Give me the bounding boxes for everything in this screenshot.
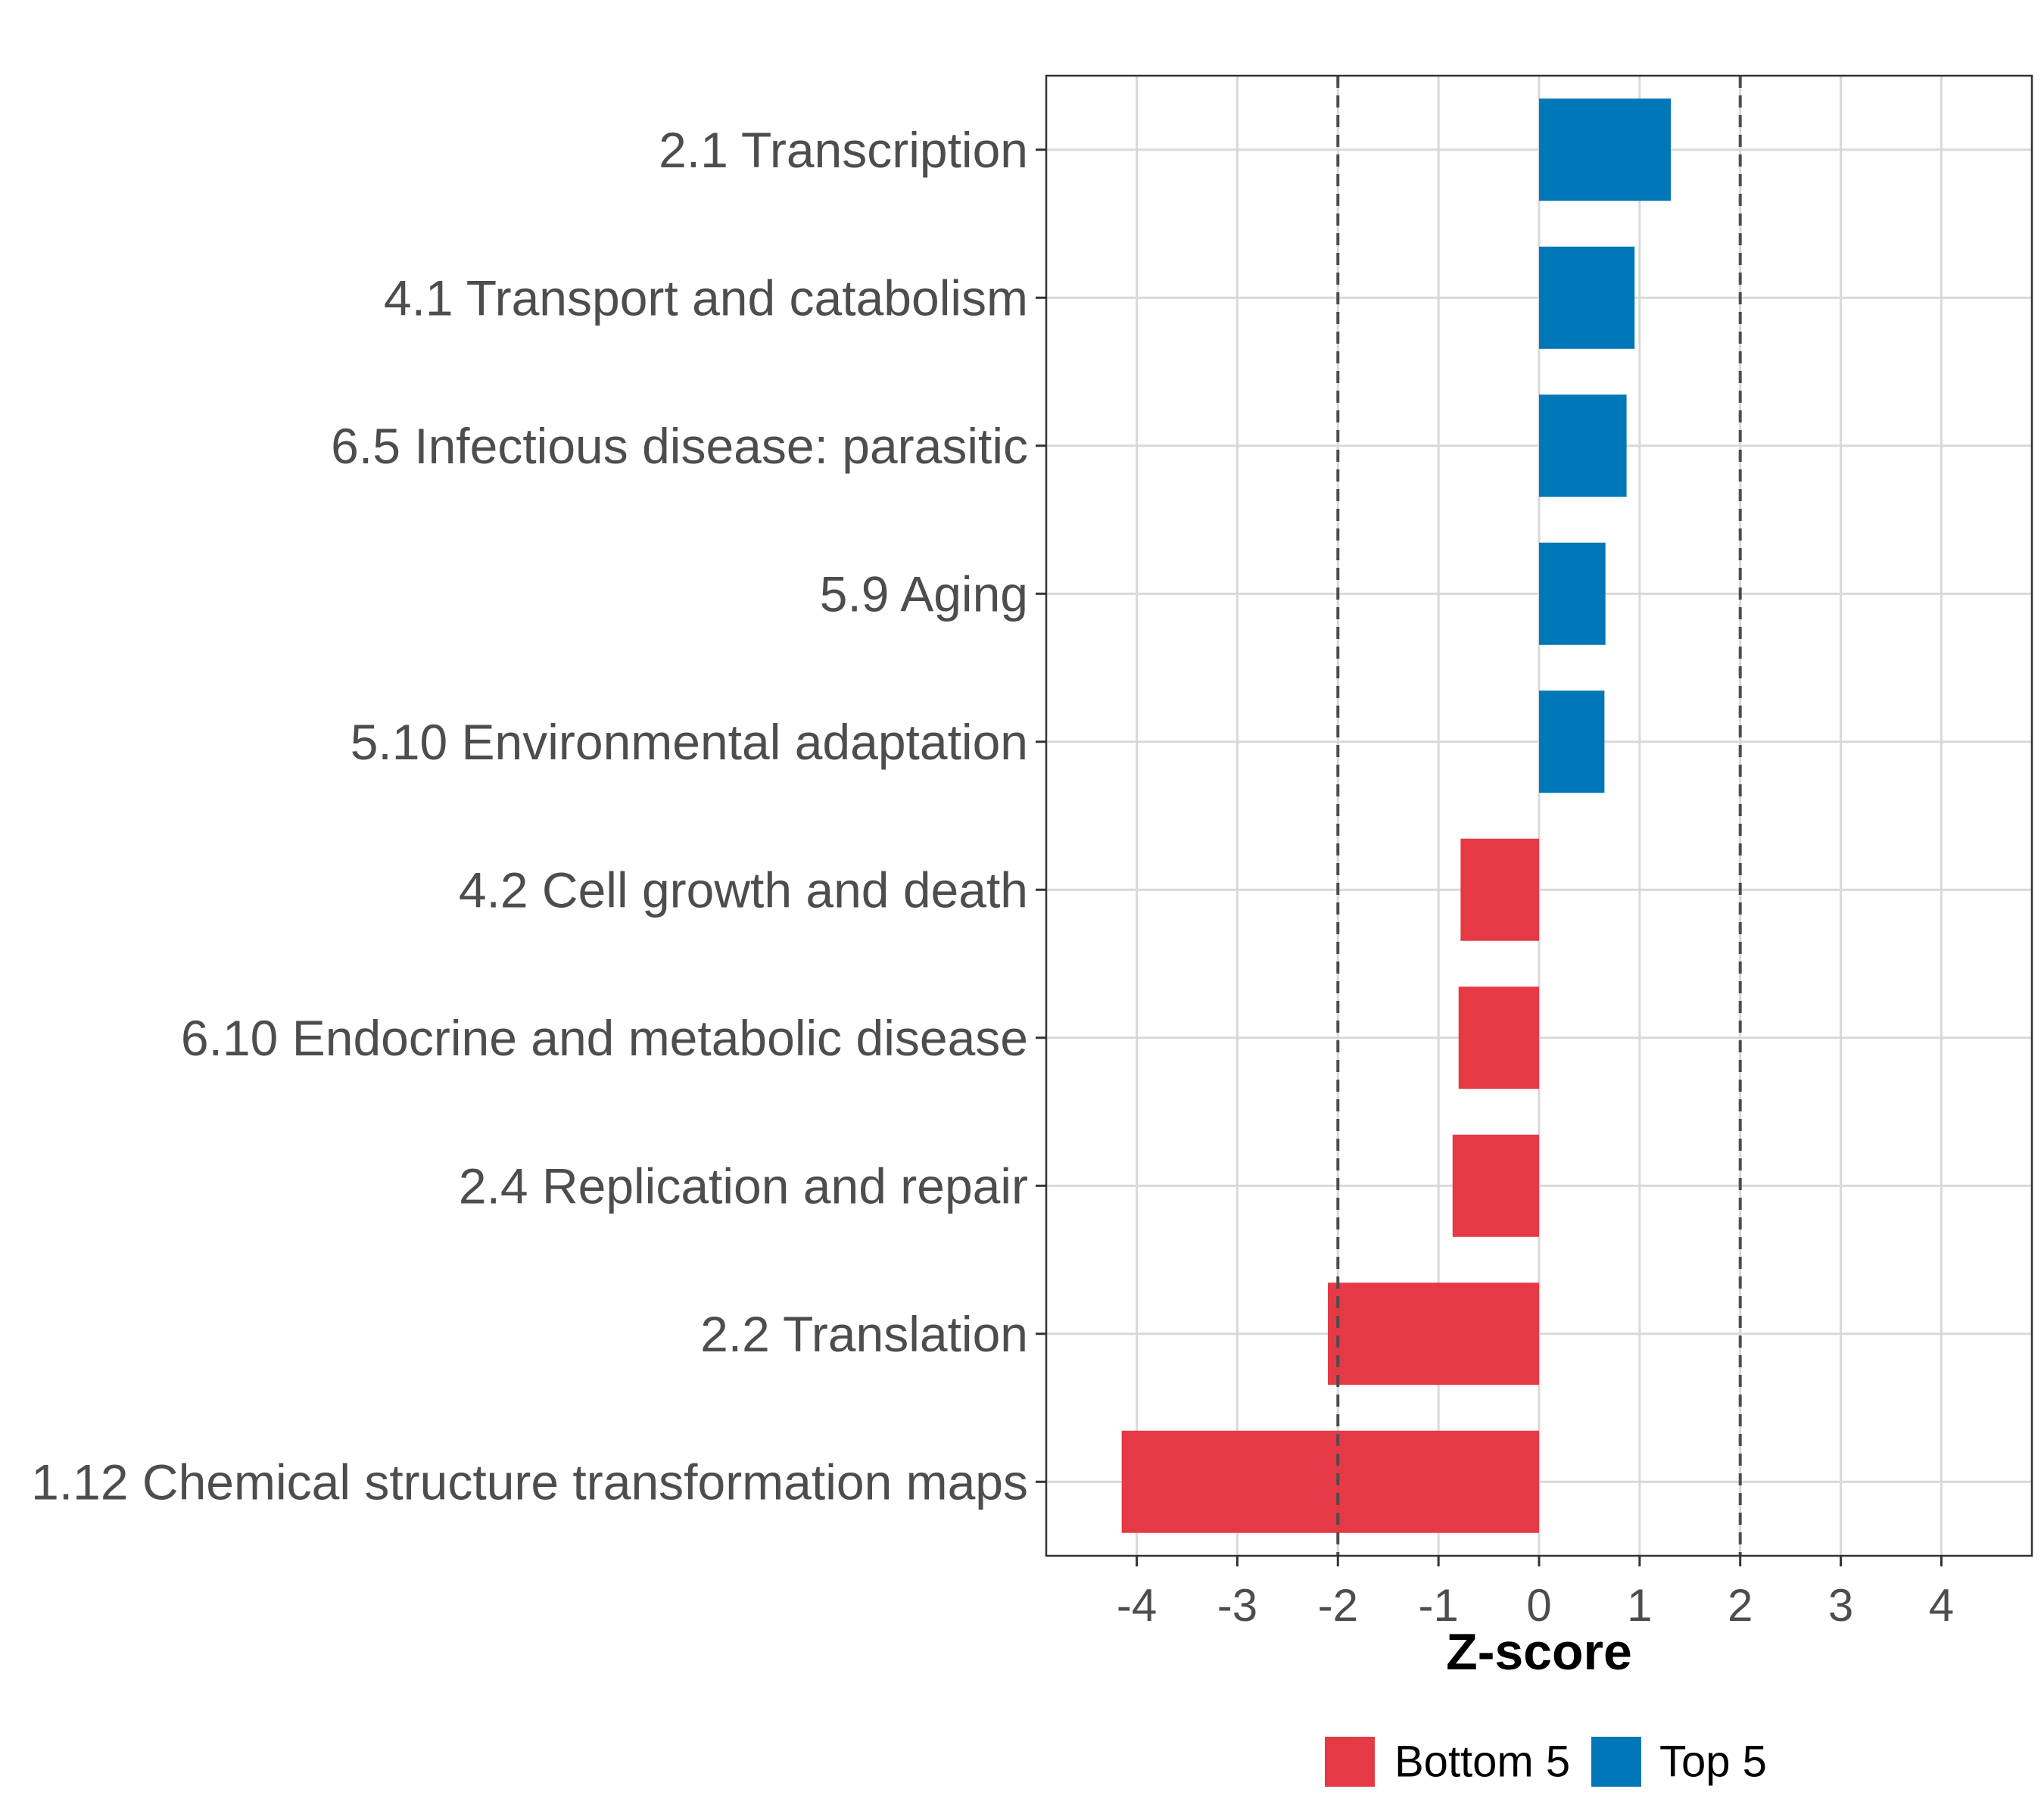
x-tick-label: 1 (1627, 1580, 1652, 1631)
x-tick-label: 3 (1828, 1580, 1853, 1631)
x-tick-label: 4 (1929, 1580, 1954, 1631)
bar-4 (1539, 542, 1606, 645)
x-axis-labels: -4 -3 -2 -1 0 1 2 3 4 (1117, 1580, 1954, 1631)
bar-5 (1539, 690, 1605, 793)
legend-key-2 (1591, 1737, 1641, 1787)
bar-7 (1458, 986, 1539, 1089)
bar-3 (1539, 394, 1627, 497)
y-axis-labels: 2.1 Transcription 4.1 Transport and catab… (31, 122, 1028, 1510)
category-label: 1.12 Chemical structure transformation m… (31, 1454, 1028, 1510)
bar-8 (1452, 1134, 1539, 1237)
x-tick-label: -2 (1318, 1580, 1358, 1631)
category-label: 4.1 Transport and catabolism (384, 270, 1028, 326)
category-label: 5.9 Aging (820, 566, 1028, 622)
bars (1121, 98, 1672, 1533)
category-label: 5.10 Environmental adaptation (351, 714, 1028, 770)
category-label: 2.4 Replication and repair (459, 1158, 1028, 1214)
legend-label: Top 5 (1659, 1738, 1767, 1787)
bar-6 (1460, 838, 1539, 941)
x-tick-label: 2 (1728, 1580, 1753, 1631)
bar-10 (1121, 1430, 1539, 1533)
bar-2 (1539, 246, 1635, 349)
legend-key-1 (1325, 1737, 1375, 1787)
x-tick-label: 0 (1526, 1580, 1551, 1631)
x-tick-label: -3 (1217, 1580, 1257, 1631)
x-axis-ticks (1136, 1556, 1943, 1566)
category-label: 6.5 Infectious disease: parasitic (331, 418, 1028, 474)
category-label: 4.2 Cell growth and death (459, 862, 1028, 918)
x-tick-label: -1 (1418, 1580, 1458, 1631)
x-tick-label: -4 (1117, 1580, 1157, 1631)
y-axis-ticks (1036, 148, 1046, 1483)
bar-1 (1539, 98, 1672, 201)
bar-9 (1328, 1282, 1539, 1385)
category-label: 2.2 Translation (700, 1306, 1028, 1362)
legend-label: Bottom 5 (1394, 1738, 1570, 1787)
legend: Bottom 5 Top 5 (1325, 1737, 1767, 1787)
x-axis-title: Z-score (1446, 1623, 1632, 1681)
reference-lines (1336, 76, 1742, 1556)
category-label: 6.10 Endocrine and metabolic disease (181, 1010, 1028, 1066)
category-label: 2.1 Transcription (659, 122, 1028, 178)
